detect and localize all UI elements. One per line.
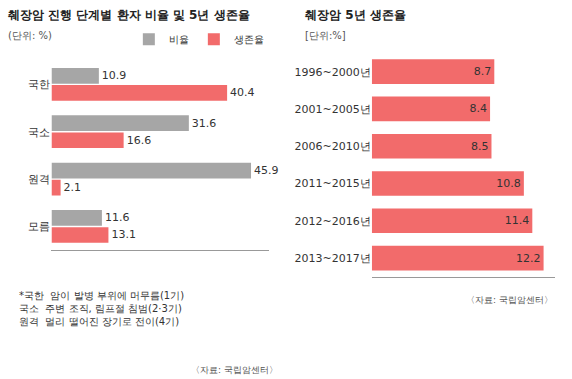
svg-text:8.4: 8.4: [470, 102, 488, 115]
svg-text:45.9: 45.9: [254, 164, 279, 177]
svg-text:*국한 암이 발병 부위에 머무름(1기)국소 주변 조: *국한 암이 발병 부위에 머무름(1기)국소 주변 조직, 림프절 침범(2·…: [19, 290, 184, 327]
svg-text:2001~2005년: 2001~2005년: [295, 103, 371, 116]
svg-text:비율: 비율: [169, 34, 189, 45]
svg-text:국소: 국소: [28, 126, 50, 139]
svg-text:생존율: 생존율: [234, 34, 264, 45]
svg-text:40.4: 40.4: [230, 86, 255, 99]
svg-text:2006~2010년: 2006~2010년: [295, 140, 371, 153]
svg-text:2011~2015년: 2011~2015년: [295, 177, 371, 190]
svg-text:(단위: %): (단위: %): [8, 30, 52, 41]
svg-text:〈자료: 국립암센터〉: 〈자료: 국립암센터〉: [191, 365, 278, 375]
svg-text:31.6: 31.6: [192, 117, 217, 130]
svg-text:췌장암 5년 생존율: 췌장암 5년 생존율: [305, 8, 406, 22]
svg-text:10.9: 10.9: [102, 69, 127, 82]
svg-text:2.1: 2.1: [64, 181, 82, 194]
svg-text:원격: 원격: [28, 173, 50, 186]
svg-text:췌장암 진행 단계별 환자 비율 및 5년 생존율: 췌장암 진행 단계별 환자 비율 및 5년 생존율: [8, 8, 250, 22]
svg-text:11.6: 11.6: [105, 211, 130, 224]
svg-text:16.6: 16.6: [127, 134, 152, 147]
svg-text:2013~2017년: 2013~2017년: [295, 252, 371, 265]
svg-text:12.2: 12.2: [516, 252, 541, 265]
svg-text:1996~2000년: 1996~2000년: [295, 66, 371, 79]
svg-text:10.8: 10.8: [496, 177, 521, 190]
svg-text:13.1: 13.1: [111, 228, 136, 241]
svg-text:8.7: 8.7: [474, 65, 492, 78]
svg-text:8.5: 8.5: [471, 140, 489, 153]
svg-text:2012~2016년: 2012~2016년: [295, 215, 371, 228]
svg-text:[단위:%]: [단위:%]: [305, 30, 346, 41]
svg-text:모름: 모름: [28, 220, 50, 233]
svg-text:국한: 국한: [28, 78, 50, 91]
svg-text:〈자료: 국립암센터〉: 〈자료: 국립암센터〉: [466, 295, 553, 305]
svg-text:11.4: 11.4: [505, 214, 530, 227]
